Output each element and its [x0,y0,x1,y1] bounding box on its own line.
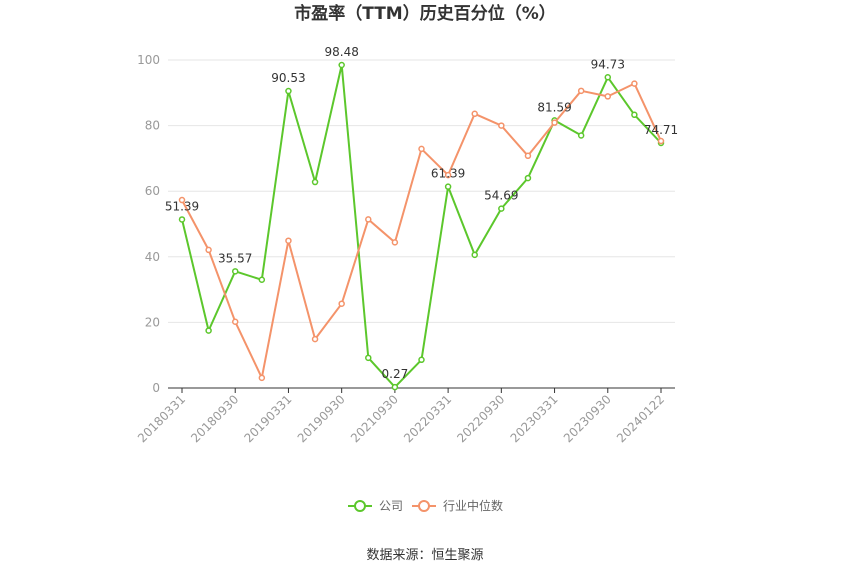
series-0-point [258,276,266,284]
x-axis: 20180331 20180930 20190331 20190930 20210930… [135,387,675,445]
legend-label: 公司 [379,499,403,513]
grid-lines [168,59,675,323]
legend-item-0[interactable]: 公司 [348,499,403,513]
data-label: 0.27 [382,367,409,381]
y-tick-label: 60 [145,184,160,198]
series-line-0 [181,64,662,389]
y-tick-label: 40 [145,250,160,264]
series-1-point [577,87,585,95]
series-1-point [205,246,212,254]
data-label: 90.53 [271,71,305,85]
y-axis: 0 20 40 60 80 100 [137,53,160,395]
x-tick-label: 20240122 [614,392,667,445]
series-0-point [631,111,638,119]
legend[interactable]: 公司 行业中位数 [348,498,503,513]
x-tick-label: 20220331 [401,392,454,445]
series-1-point [551,119,558,126]
x-tick-label: 20210930 [348,392,401,445]
y-tick-label: 100 [137,53,160,67]
series-1-point [631,80,638,87]
x-tick-label: 20220930 [454,392,507,445]
data-label: 35.57 [218,251,252,265]
x-tick-label: 20190930 [295,392,348,445]
series-1-point [365,216,372,223]
series-0-point [444,183,452,190]
series-1-point [258,374,266,382]
series-1-point [498,122,505,129]
series-1-point [471,110,478,118]
series-line-1 [181,82,662,379]
series-1-point [311,335,319,343]
data-label: 81.59 [537,100,571,114]
y-tick-label: 80 [145,119,160,133]
series-0-point [471,251,478,259]
series-0-point [604,74,612,81]
data-label: 98.48 [324,45,358,59]
x-tick-label: 20230331 [508,392,561,445]
series-0-point [231,268,239,275]
series-1-point [657,137,665,145]
series-1-point [391,239,399,246]
series-1-point [338,300,345,307]
series-0-point [285,87,292,95]
series-layer [178,61,665,391]
y-tick-label: 0 [152,381,160,395]
series-0-point [365,354,372,362]
series-1-point [418,145,425,153]
data-label: 51.39 [165,199,199,213]
series-1-point [524,152,532,160]
data-label: 61.39 [431,167,465,181]
legend-swatch-marker [418,500,430,512]
data-label: 74.71 [644,123,678,137]
series-0-point [205,327,212,334]
x-tick-label: 20190331 [241,392,294,445]
series-1-point [178,196,186,204]
chart-title: 市盈率（TTM）历史百分位（%） [294,3,556,24]
series-0-point [524,174,532,182]
series-0-point [577,132,585,139]
legend-label: 行业中位数 [443,498,503,513]
data-label: 94.73 [591,57,625,71]
source-note: 数据来源：恒生聚源 [366,548,483,563]
series-0-point [311,178,319,186]
data-labels: 51.39 35.57 90.53 98.48 0.27 61.39 54.69 81.59 9… [165,45,678,381]
y-tick-label: 20 [145,315,160,329]
data-label: 54.69 [484,189,518,203]
series-0-point [498,205,505,212]
x-tick-label: 20180930 [188,392,241,445]
series-0-point [338,61,345,69]
legend-swatch-marker [354,500,366,512]
x-tick-label: 20230930 [561,392,614,445]
series-0-point [178,216,186,223]
series-1-point [444,171,452,179]
series-0-point [418,356,425,364]
series-1-point [604,93,612,100]
x-tick-label: 20180331 [135,392,188,445]
series-1-point [285,237,292,244]
legend-item-1[interactable]: 行业中位数 [412,498,503,513]
series-0-point [391,383,399,391]
series-1-point [231,318,239,325]
